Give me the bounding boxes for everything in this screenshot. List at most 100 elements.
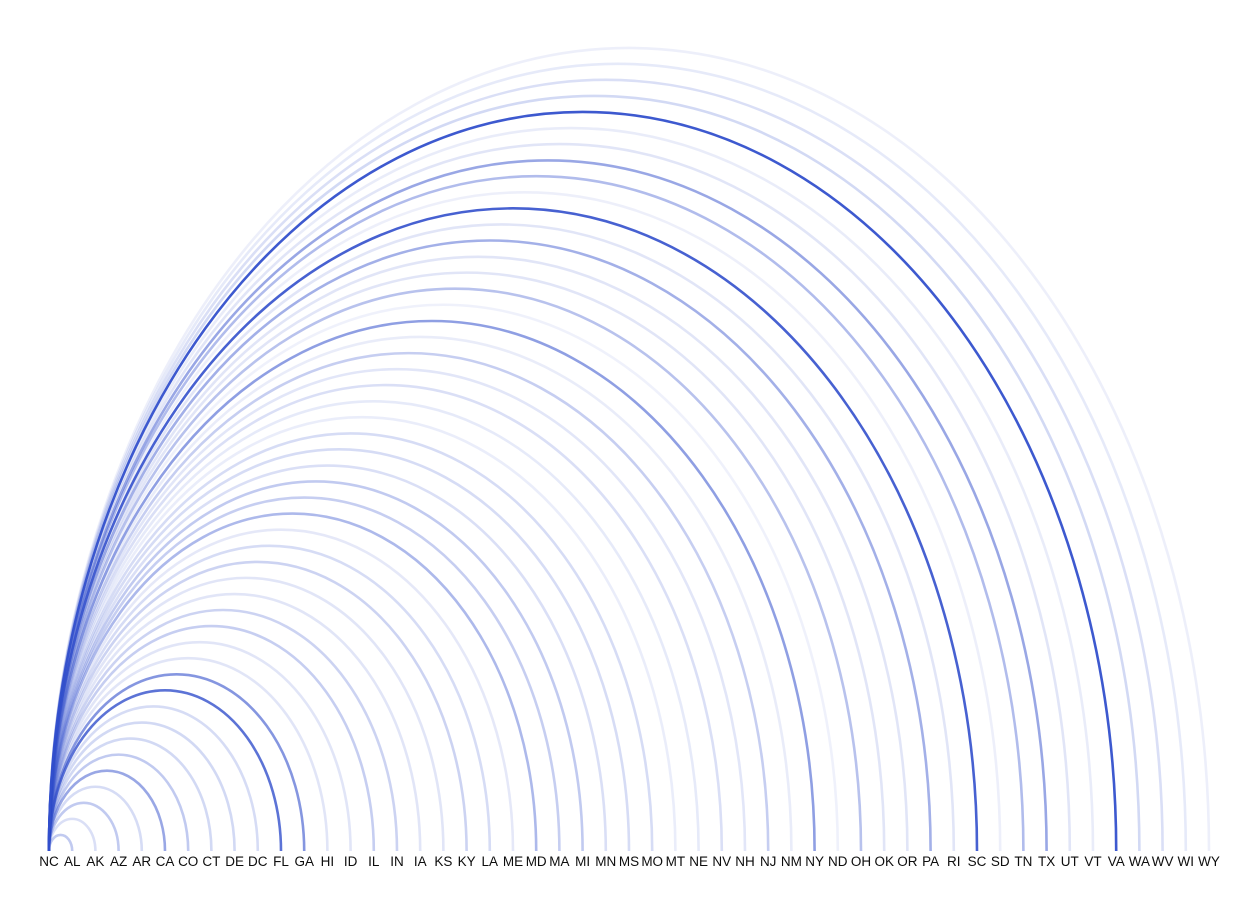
axis-label-dc[interactable]: DC: [248, 854, 268, 869]
axis-label-pa[interactable]: PA: [922, 854, 939, 869]
arc-nc-mo[interactable]: [47, 431, 654, 852]
axis-label-co[interactable]: CO: [178, 854, 198, 869]
arc-nc-ky[interactable]: [47, 560, 468, 852]
arc-nc-ct[interactable]: [47, 737, 213, 852]
axis-label-or[interactable]: OR: [897, 854, 918, 869]
axis-label-tn[interactable]: TN: [1014, 854, 1032, 869]
arc-nc-wy[interactable]: [47, 46, 1211, 852]
arc-nc-ut[interactable]: [47, 142, 1072, 852]
arc-nc-tx[interactable]: [47, 158, 1048, 852]
arc-nc-nm[interactable]: [47, 335, 793, 852]
axis-label-va[interactable]: VA: [1108, 854, 1125, 869]
axis-label-wy[interactable]: WY: [1198, 854, 1220, 869]
axis-label-ks[interactable]: KS: [434, 854, 452, 869]
axis-label-ga[interactable]: GA: [294, 854, 314, 869]
arc-nc-nd[interactable]: [47, 303, 840, 852]
axis-label-nd[interactable]: ND: [828, 854, 848, 869]
arc-nc-ga[interactable]: [47, 673, 306, 852]
axis-label-ky[interactable]: KY: [458, 854, 476, 869]
axis-label-vt[interactable]: VT: [1084, 854, 1101, 869]
arc-nc-co[interactable]: [47, 753, 190, 852]
axis-label-tx[interactable]: TX: [1038, 854, 1055, 869]
axis-label-wv[interactable]: WV: [1152, 854, 1174, 869]
arc-nc-or[interactable]: [47, 255, 909, 852]
axis-label-me[interactable]: ME: [503, 854, 523, 869]
arc-nc-ms[interactable]: [47, 448, 631, 852]
arc-nc-la[interactable]: [47, 544, 492, 852]
axis-label-ne[interactable]: NE: [689, 854, 708, 869]
arc-nc-mt[interactable]: [47, 416, 677, 852]
axis-label-sc[interactable]: SC: [968, 854, 987, 869]
axis-label-mi[interactable]: MI: [575, 854, 590, 869]
arc-nc-nv[interactable]: [47, 383, 724, 852]
axis-label-nc[interactable]: NC: [39, 854, 59, 869]
arc-nc-mi[interactable]: [47, 480, 584, 852]
axis-label-nj[interactable]: NJ: [760, 854, 777, 869]
arc-nc-va[interactable]: [47, 110, 1118, 852]
axis-label-id[interactable]: ID: [344, 854, 358, 869]
axis-label-al[interactable]: AL: [64, 854, 81, 869]
axis-label-nm[interactable]: NM: [781, 854, 802, 869]
axis-label-ok[interactable]: OK: [874, 854, 894, 869]
axis-label-mn[interactable]: MN: [595, 854, 616, 869]
arc-nc-tn[interactable]: [47, 174, 1025, 852]
arc-nc-nh[interactable]: [47, 367, 747, 852]
arc-nc-wv[interactable]: [47, 78, 1164, 852]
axis-label-mt[interactable]: MT: [666, 854, 686, 869]
axis-label-wi[interactable]: WI: [1178, 854, 1195, 869]
arc-nc-me[interactable]: [47, 528, 515, 852]
axis-label-ms[interactable]: MS: [619, 854, 639, 869]
arc-nc-de[interactable]: [47, 721, 236, 852]
axis-label-md[interactable]: MD: [526, 854, 547, 869]
arc-nc-nj[interactable]: [47, 351, 770, 852]
axis-label-la[interactable]: LA: [482, 854, 499, 869]
arc-nc-ia[interactable]: [47, 592, 422, 852]
axis-label-il[interactable]: IL: [368, 854, 380, 869]
arc-nc-ca[interactable]: [47, 769, 167, 852]
arc-nc-ri[interactable]: [47, 223, 956, 852]
axis-label-de[interactable]: DE: [225, 854, 244, 869]
axis-label-nh[interactable]: NH: [735, 854, 755, 869]
arc-nc-oh[interactable]: [47, 287, 863, 852]
arc-nc-ne[interactable]: [47, 399, 700, 852]
arc-nc-pa[interactable]: [47, 239, 932, 852]
arc-nc-in[interactable]: [47, 608, 399, 852]
axis-label-ma[interactable]: MA: [549, 854, 569, 869]
arc-nc-ok[interactable]: [47, 271, 886, 852]
arc-nc-sd[interactable]: [47, 191, 1002, 852]
axis-label-in[interactable]: IN: [390, 854, 404, 869]
axis-label-ny[interactable]: NY: [805, 854, 824, 869]
arc-nc-hi[interactable]: [47, 656, 329, 852]
arc-nc-fl[interactable]: [47, 689, 283, 852]
axis-label-mo[interactable]: MO: [641, 854, 663, 869]
arc-nc-ks[interactable]: [47, 576, 445, 852]
axis-label-wa[interactable]: WA: [1129, 854, 1150, 869]
arc-nc-az[interactable]: [47, 801, 120, 852]
arc-nc-id[interactable]: [47, 640, 352, 852]
axis-label-ri[interactable]: RI: [947, 854, 961, 869]
arc-nc-wi[interactable]: [47, 62, 1188, 852]
arc-nc-il[interactable]: [47, 624, 376, 852]
arc-nc-md[interactable]: [47, 512, 538, 852]
axis-label-hi[interactable]: HI: [321, 854, 335, 869]
arc-nc-sc[interactable]: [47, 207, 979, 852]
axis-label-ut[interactable]: UT: [1061, 854, 1079, 869]
axis-label-ia[interactable]: IA: [414, 854, 427, 869]
arc-nc-ma[interactable]: [47, 496, 561, 852]
axis-label-ak[interactable]: AK: [86, 854, 104, 869]
arc-nc-ak[interactable]: [47, 817, 97, 852]
arc-nc-ny[interactable]: [47, 319, 816, 852]
axis-label-fl[interactable]: FL: [273, 854, 289, 869]
arc-nc-vt[interactable]: [47, 126, 1095, 852]
axis-label-ar[interactable]: AR: [132, 854, 151, 869]
axis-label-nv[interactable]: NV: [712, 854, 731, 869]
axis-label-sd[interactable]: SD: [991, 854, 1010, 869]
axis-label-ca[interactable]: CA: [156, 854, 175, 869]
arc-nc-wa[interactable]: [47, 94, 1141, 852]
arc-nc-mn[interactable]: [47, 464, 608, 852]
axis-label-az[interactable]: AZ: [110, 854, 127, 869]
axis-label-oh[interactable]: OH: [851, 854, 871, 869]
axis-label-ct[interactable]: CT: [202, 854, 220, 869]
